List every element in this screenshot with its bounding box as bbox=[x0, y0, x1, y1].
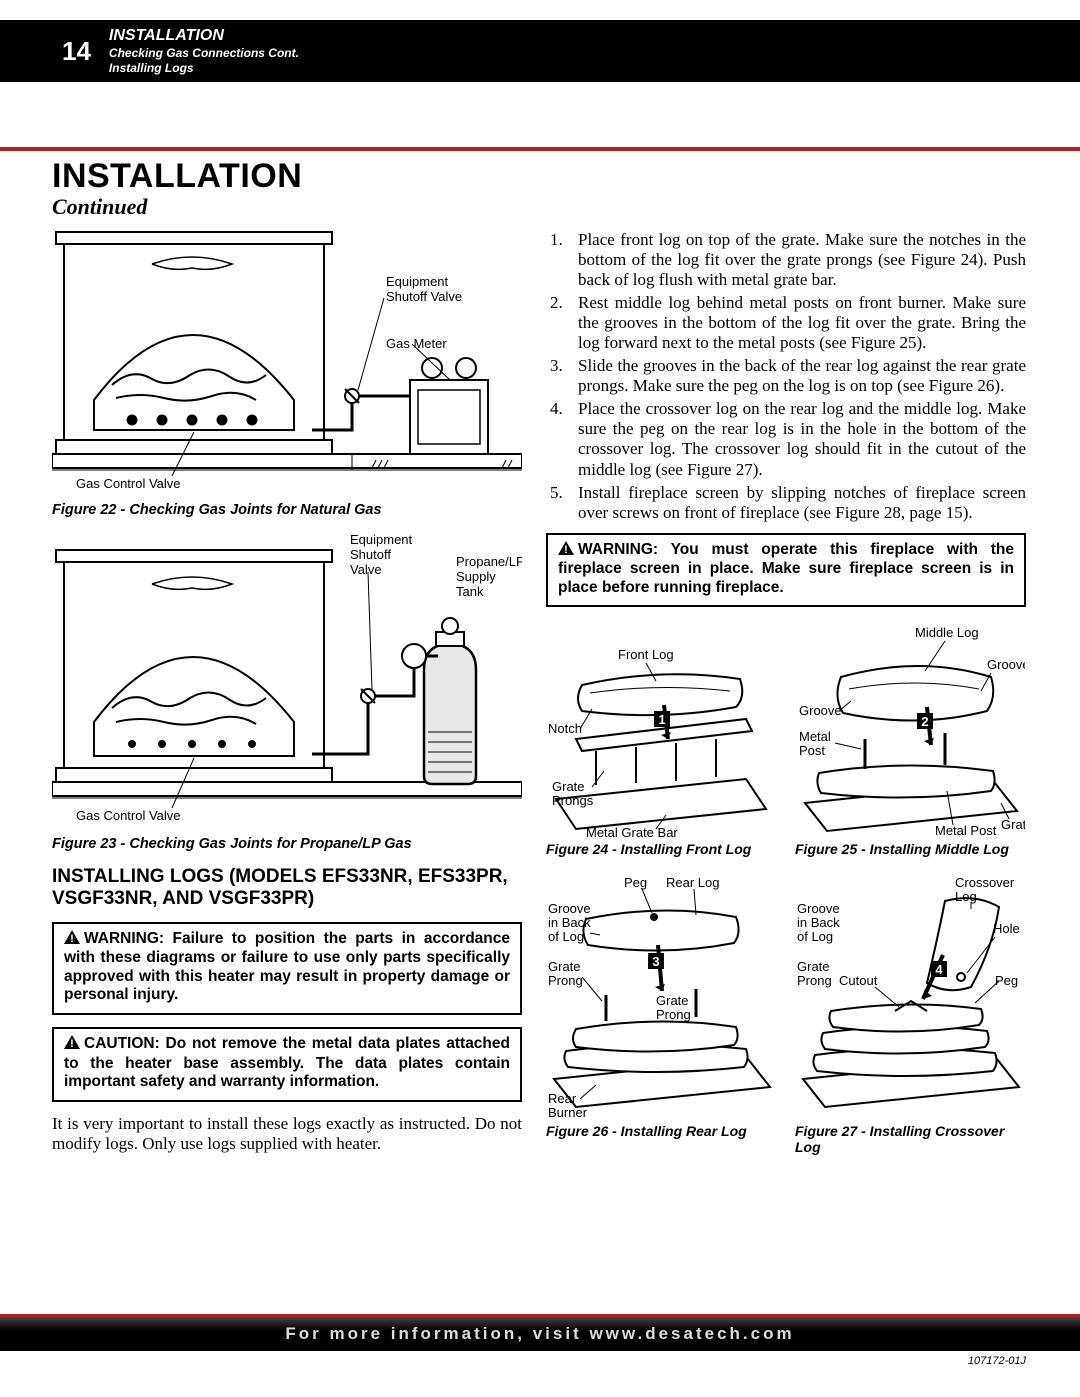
label-propane-tank: Propane/LPSupplyTank bbox=[456, 554, 522, 599]
figure-27-caption: Figure 27 - Installing Crossover Log bbox=[795, 1123, 1026, 1155]
svg-text:!: ! bbox=[70, 933, 74, 944]
label-grate-prong-26b: GrateProng bbox=[656, 993, 691, 1022]
figure-26: 3 Peg Rear Log Groovein Backof Log Grate… bbox=[546, 871, 777, 1163]
page-title: INSTALLATION bbox=[52, 157, 1028, 196]
figure-25-svg: 2 Middle Log Groove Groove MetalPost Met… bbox=[795, 619, 1025, 839]
columns: EquipmentShutoff Valve Gas Meter Gas Con… bbox=[52, 230, 1028, 1164]
header-lines: INSTALLATION Checking Gas Connections Co… bbox=[109, 26, 299, 76]
label-equipment-shutoff: EquipmentShutoff Valve bbox=[386, 274, 462, 304]
step-5: Install fireplace screen by slipping not… bbox=[546, 483, 1026, 523]
label-groove-25: Groove bbox=[987, 657, 1025, 672]
figure-27-svg: 4 CrossoverLog Hole Peg Cutout Groovein … bbox=[795, 871, 1025, 1121]
warning-box-left: ! WARNING: Failure to position the parts… bbox=[52, 922, 522, 1015]
doc-number: 107172-01J bbox=[968, 1355, 1026, 1367]
label-metal-grate-bar: Metal Grate Bar bbox=[586, 825, 678, 839]
step-3: Slide the grooves in the back of the rea… bbox=[546, 356, 1026, 396]
header-line-1: INSTALLATION bbox=[109, 26, 299, 46]
label-crossover-log: CrossoverLog bbox=[955, 875, 1015, 904]
label-grate-prong-27: GrateProng bbox=[797, 959, 832, 988]
svg-text:3: 3 bbox=[652, 954, 659, 969]
header-line-3: Installing Logs bbox=[109, 61, 299, 76]
svg-text:1: 1 bbox=[658, 712, 665, 727]
svg-text:!: ! bbox=[564, 544, 568, 555]
figure-23: EquipmentShutoffValve Propane/LPSupplyTa… bbox=[52, 532, 522, 832]
label-equipment-shutoff-2: EquipmentShutoffValve bbox=[350, 532, 413, 577]
step-2: Rest middle log behind metal posts on fr… bbox=[546, 293, 1026, 353]
warning-icon: ! bbox=[64, 930, 80, 950]
body-paragraph-left: It is very important to install these lo… bbox=[52, 1114, 522, 1154]
figure-25-caption: Figure 25 - Installing Middle Log bbox=[795, 841, 1026, 857]
installing-logs-heading: INSTALLING LOGS (MODELS EFS33NR, EFS33PR… bbox=[52, 866, 522, 910]
label-gas-meter: Gas Meter bbox=[386, 336, 447, 351]
install-steps: Place front log on top of the grate. Mak… bbox=[546, 230, 1026, 523]
figure-24: 1 Front Log Notch GrateProngs Metal Grat… bbox=[546, 619, 777, 865]
figure-27: 4 CrossoverLog Hole Peg Cutout Groovein … bbox=[795, 871, 1026, 1163]
label-metal-post-25b: Metal Post bbox=[935, 823, 997, 838]
label-cutout: Cutout bbox=[839, 973, 878, 988]
label-groove-25b: Groove bbox=[799, 703, 842, 718]
warning-icon-right: ! bbox=[558, 541, 574, 561]
label-grate-prongs: GrateProngs bbox=[552, 779, 594, 808]
label-gas-control-valve-2: Gas Control Valve bbox=[76, 808, 181, 823]
svg-text:2: 2 bbox=[921, 714, 928, 729]
label-peg-26: Peg bbox=[624, 875, 647, 890]
figure-26-caption: Figure 26 - Installing Rear Log bbox=[546, 1123, 777, 1139]
accent-rule bbox=[0, 147, 1080, 151]
label-metal-post-25: MetalPost bbox=[799, 729, 831, 758]
svg-text:4: 4 bbox=[935, 962, 943, 977]
label-grate-prong-26: GrateProng bbox=[548, 959, 583, 988]
label-hole: Hole bbox=[993, 921, 1020, 936]
header-line-2: Checking Gas Connections Cont. bbox=[109, 46, 299, 61]
figure-25: 2 Middle Log Groove Groove MetalPost Met… bbox=[795, 619, 1026, 865]
page-subtitle: Continued bbox=[52, 194, 1028, 220]
figure-24-caption: Figure 24 - Installing Front Log bbox=[546, 841, 777, 857]
caution-icon: ! bbox=[64, 1035, 80, 1055]
label-gas-control-valve: Gas Control Valve bbox=[76, 476, 181, 491]
figure-24-svg: 1 Front Log Notch GrateProngs Metal Grat… bbox=[546, 619, 776, 839]
page: 14 INSTALLATION Checking Gas Connections… bbox=[0, 0, 1080, 1397]
footer-text: For more information, visit www.desatech… bbox=[285, 1324, 794, 1343]
svg-text:!: ! bbox=[70, 1038, 74, 1049]
figure-22: EquipmentShutoff Valve Gas Meter Gas Con… bbox=[52, 230, 522, 498]
label-groove-back-27: Groovein Backof Log bbox=[797, 901, 840, 944]
warning-text-left: WARNING: Failure to position the parts i… bbox=[64, 930, 510, 1004]
right-column: Place front log on top of the grate. Mak… bbox=[546, 230, 1026, 1164]
header-bar: 14 INSTALLATION Checking Gas Connections… bbox=[0, 20, 1080, 82]
left-column: EquipmentShutoff Valve Gas Meter Gas Con… bbox=[52, 230, 522, 1164]
label-notch: Notch bbox=[548, 721, 582, 736]
figure-23-caption: Figure 23 - Checking Gas Joints for Prop… bbox=[52, 836, 522, 852]
warning-box-right: ! WARNING: You must operate this firepla… bbox=[546, 533, 1026, 608]
label-front-log: Front Log bbox=[618, 647, 674, 662]
label-rear-log: Rear Log bbox=[666, 875, 719, 890]
warning-text-right: WARNING: You must operate this fireplace… bbox=[558, 541, 1014, 596]
page-number: 14 bbox=[62, 36, 91, 67]
figure-26-svg: 3 Peg Rear Log Groovein Backof Log Grate… bbox=[546, 871, 776, 1121]
footer-bar: For more information, visit www.desatech… bbox=[0, 1317, 1080, 1351]
figure-23-svg: EquipmentShutoffValve Propane/LPSupplyTa… bbox=[52, 532, 522, 832]
figure-grid: 1 Front Log Notch GrateProngs Metal Grat… bbox=[546, 619, 1026, 1163]
label-grate-25: Grate bbox=[1001, 817, 1025, 832]
step-1: Place front log on top of the grate. Mak… bbox=[546, 230, 1026, 290]
figure-22-svg: EquipmentShutoff Valve Gas Meter Gas Con… bbox=[52, 230, 522, 498]
caution-text-left: CAUTION: Do not remove the metal data pl… bbox=[64, 1035, 510, 1090]
figure-22-caption: Figure 22 - Checking Gas Joints for Natu… bbox=[52, 502, 522, 518]
caution-box-left: ! CAUTION: Do not remove the metal data … bbox=[52, 1027, 522, 1102]
label-peg-27: Peg bbox=[995, 973, 1018, 988]
label-middle-log: Middle Log bbox=[915, 625, 979, 640]
step-4: Place the crossover log on the rear log … bbox=[546, 399, 1026, 479]
